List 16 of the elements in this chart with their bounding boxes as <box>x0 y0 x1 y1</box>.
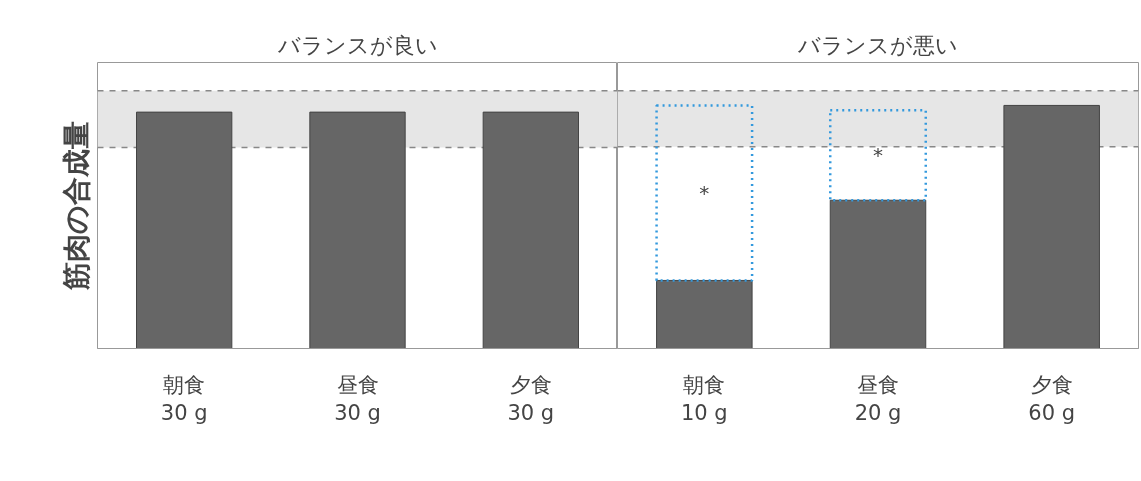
x-tick-label: 昼食 20 g <box>854 372 902 426</box>
annotation: * <box>699 180 710 205</box>
x-tick-label: 昼食 30 g <box>334 372 381 426</box>
bar <box>829 199 927 349</box>
annotation: * <box>873 143 883 168</box>
x-tick-label: 朝食 10 g <box>680 372 728 426</box>
bar <box>655 104 754 282</box>
bar <box>1003 104 1100 349</box>
chart-title: バランスが悪い <box>797 32 958 58</box>
bar <box>828 109 928 202</box>
x-tick-label: 夕食 60 g <box>1028 372 1076 426</box>
x-tick-label: 朝食 30 g <box>160 372 208 426</box>
chart-title: バランスが良い <box>276 32 438 58</box>
bar <box>656 279 753 349</box>
y-axis-title: 筋肉の合成量 <box>59 121 93 291</box>
x-tick-label: 夕食 30 g <box>507 372 555 426</box>
